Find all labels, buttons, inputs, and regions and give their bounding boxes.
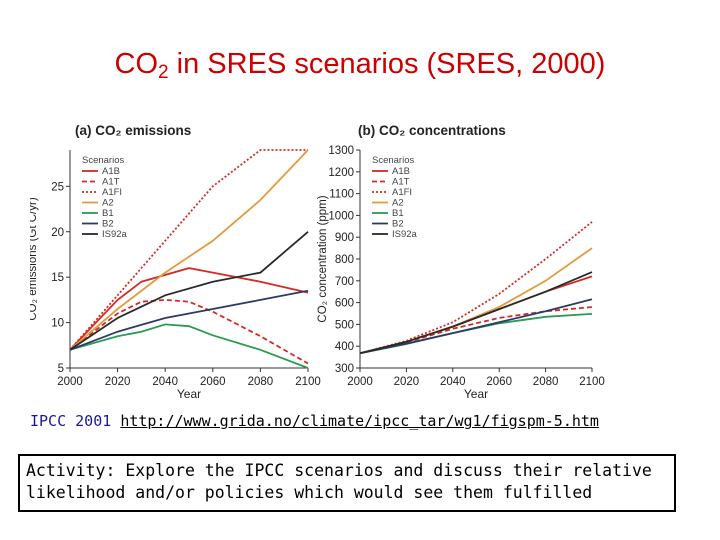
chart-title: (a) CO₂ emissions (75, 123, 191, 138)
y-tick-label: 600 (335, 298, 354, 310)
y-tick-label: 700 (335, 276, 354, 288)
x-tick-label: 2000 (57, 376, 83, 388)
legend-label: IS92a (102, 229, 128, 240)
y-tick-label: 1300 (328, 145, 354, 157)
y-tick-label: 1200 (328, 167, 354, 179)
series-line-b2 (69, 289, 309, 351)
x-tick-label: 2040 (440, 376, 466, 388)
x-tick-label: 2020 (105, 376, 131, 388)
source-prefix: IPCC 2001 (30, 412, 112, 430)
y-tick-label: 15 (51, 272, 64, 284)
legend-label: A2 (102, 198, 114, 209)
y-tick-label: 300 (335, 363, 354, 375)
series-line-a1b (69, 267, 309, 351)
y-tick-label: 25 (51, 181, 64, 193)
legend-label: A1B (392, 166, 410, 177)
figure: (a) CO₂ emissions 5 10 15 20 25 2000 2020 2040 20… (30, 123, 605, 401)
y-axis-label: CO₂ concentration (ppm) (317, 195, 329, 322)
chart-title: (b) CO₂ concentrations (358, 123, 506, 138)
y-tick-label: 800 (335, 254, 354, 266)
emissions-panel: (a) CO₂ emissions 5 10 15 20 25 2000 2020 2040 20… (30, 123, 321, 401)
legend-label: B2 (102, 219, 114, 230)
series-line-a2 (359, 247, 593, 355)
series-line-b1 (359, 313, 593, 355)
activity-box: Activity: Explore the IPCC scenarios and… (18, 454, 676, 512)
slide-title: CO2 in SRES scenarios (SRES, 2000) (114, 48, 606, 83)
y-tick-label: 10 (51, 318, 64, 330)
x-axis-label: Year (464, 387, 488, 401)
legend-label: B2 (392, 219, 404, 230)
legend-label: A1FI (102, 187, 122, 198)
y-axis-label: CO₂ emissions (Gt C/yr) (30, 197, 39, 320)
series-line-a1t (69, 298, 309, 365)
x-tick-label: 2100 (295, 376, 321, 388)
legend-label: A1T (392, 177, 410, 188)
x-tick-label: 2100 (579, 376, 605, 388)
series-line-is92a (359, 271, 593, 355)
x-tick-label: 2080 (248, 376, 274, 388)
x-tick-label: 2040 (152, 376, 178, 388)
legend-title: Scenarios (372, 155, 414, 166)
series-line-a1fi (69, 149, 308, 351)
y-tick-label: 500 (335, 319, 354, 331)
y-tick-label: 20 (51, 227, 64, 239)
legend-label: A1FI (392, 187, 412, 198)
legend-label: B1 (392, 208, 404, 219)
series-line-b1 (69, 323, 309, 369)
y-tick-label: 1100 (329, 189, 354, 201)
legend-label: IS92a (392, 229, 418, 240)
x-tick-label: 2080 (533, 376, 559, 388)
x-tick-label: 2020 (394, 376, 420, 388)
x-tick-label: 2060 (486, 376, 512, 388)
legend-label: A2 (392, 198, 404, 209)
source-citation: IPCC 2001 http://www.grida.no/climate/ip… (30, 412, 599, 430)
x-tick-label: 2000 (347, 376, 373, 388)
x-tick-label: 2060 (200, 376, 226, 388)
y-tick-label: 900 (335, 232, 354, 244)
y-tick-label: 1000 (328, 210, 354, 222)
legend-title: Scenarios (82, 155, 124, 166)
y-tick-label: 400 (335, 341, 354, 353)
legend-label: A1T (102, 177, 120, 188)
concentrations-panel: (b) CO₂ concentrations 300 400 500 600 700 800… (317, 123, 605, 401)
legend-label: B1 (102, 208, 114, 219)
series-line-a1b (359, 275, 593, 355)
source-link[interactable]: http://www.grida.no/climate/ipcc_tar/wg1… (120, 412, 599, 430)
y-tick-label: 5 (58, 363, 64, 375)
legend-label: A1B (102, 166, 120, 177)
series-line-b2 (359, 298, 593, 355)
x-axis-label: Year (177, 387, 201, 401)
series-line-a2 (69, 149, 309, 351)
series-line-is92a (69, 231, 309, 351)
